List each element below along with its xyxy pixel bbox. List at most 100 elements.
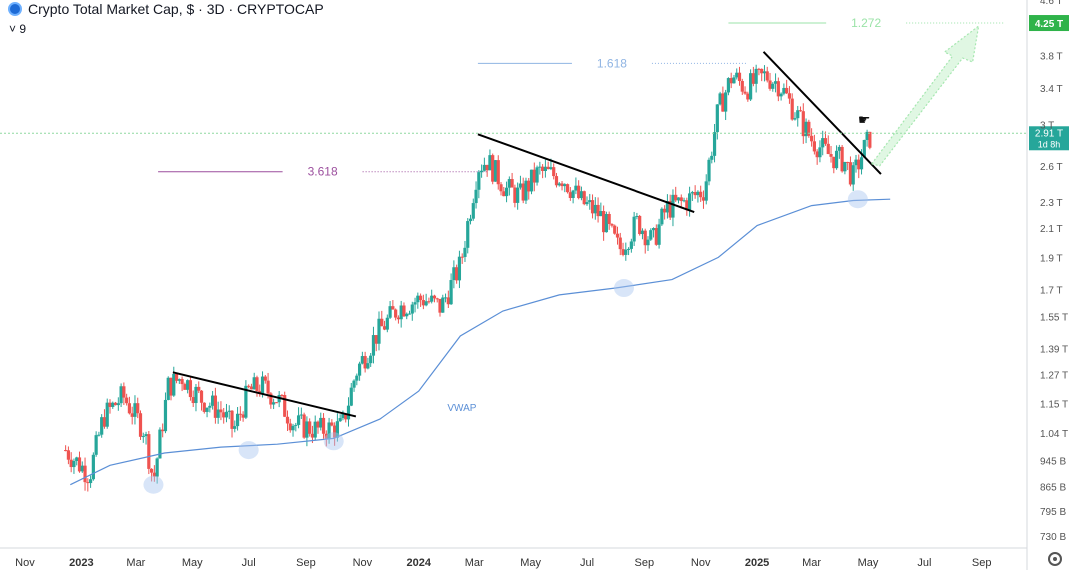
candle-body — [75, 457, 79, 461]
candlestick-series — [64, 64, 872, 492]
candle-body — [638, 215, 642, 235]
vwap-label: VWAP — [447, 403, 476, 414]
settings-gear-icon[interactable] — [1048, 552, 1062, 566]
candle-body — [166, 377, 170, 400]
candle-body — [418, 295, 423, 301]
candle-body — [388, 306, 392, 318]
candle-body — [360, 356, 364, 364]
trendline — [477, 133, 695, 213]
candle-body — [100, 417, 104, 435]
cryptocap-logo-icon — [8, 2, 22, 16]
candle-body — [629, 241, 633, 249]
candle-body — [485, 164, 489, 171]
vwap-touch-highlight — [847, 190, 868, 209]
candle-body — [810, 135, 814, 142]
candle-body — [369, 355, 373, 364]
candle-body — [183, 384, 187, 390]
candle-body — [823, 138, 828, 144]
candle-body — [341, 413, 345, 419]
candle-body — [649, 230, 653, 240]
candle-body — [640, 230, 645, 235]
y-tick-label: 3 T — [1040, 120, 1054, 131]
candle-body — [610, 224, 614, 226]
candle-body — [313, 421, 317, 438]
x-tick-label: Nov — [15, 557, 35, 569]
candle-body — [296, 415, 301, 425]
candle-body — [330, 422, 334, 426]
y-tick-label: 1.9 T — [1040, 253, 1063, 264]
candle-body — [821, 138, 825, 148]
candle-body — [488, 155, 492, 171]
candle-body — [710, 155, 714, 160]
candle-body — [269, 393, 273, 405]
candle-body — [843, 161, 847, 172]
candle-body — [704, 181, 708, 201]
candle-body — [305, 421, 309, 438]
candle-body — [230, 410, 234, 429]
candle-body — [732, 77, 736, 84]
y-tick-label: 730 B — [1040, 532, 1066, 543]
candle-body — [321, 417, 326, 434]
candle-body — [366, 363, 370, 369]
trendline — [762, 51, 882, 175]
candle-body — [507, 179, 511, 188]
candle-body — [327, 422, 331, 440]
x-tick-label: Mar — [465, 557, 484, 569]
candle-body — [782, 87, 786, 94]
candle-body — [524, 180, 528, 201]
candle-body — [735, 72, 739, 78]
candle-body — [812, 141, 816, 152]
candle-body — [721, 93, 725, 112]
candle-body — [787, 93, 792, 99]
candle-body — [260, 376, 265, 395]
candle-body — [302, 414, 306, 438]
candle-body — [180, 379, 184, 385]
candle-body — [482, 164, 486, 171]
candle-body — [701, 197, 706, 201]
candle-body — [818, 147, 822, 158]
candle-body — [726, 78, 731, 93]
candle-body — [371, 335, 376, 356]
candle-body — [543, 166, 547, 171]
y-tick-label: 1.7 T — [1040, 286, 1063, 297]
y-tick-label: 2.6 T — [1040, 162, 1063, 173]
candle-body — [308, 421, 312, 434]
candle-body — [208, 405, 212, 408]
indicator-count[interactable]: ˅ 9 — [9, 22, 27, 36]
candle-body — [377, 318, 381, 344]
x-tick-label: Mar — [126, 557, 145, 569]
candle-body — [607, 213, 611, 225]
candle-body — [496, 160, 500, 185]
candle-body — [854, 159, 858, 166]
candle-body — [122, 386, 126, 398]
candle-body — [247, 385, 251, 387]
candle-body — [272, 402, 276, 405]
candle-body — [113, 402, 118, 406]
candle-body — [385, 317, 389, 330]
candle-body — [862, 139, 866, 158]
candle-body — [832, 156, 836, 169]
candle-body — [712, 132, 717, 156]
candle-body — [632, 216, 636, 242]
candle-body — [779, 93, 783, 97]
candle-body — [407, 313, 412, 315]
pointing-hand-icon: ☛ — [858, 112, 871, 128]
candle-body — [86, 482, 90, 484]
candle-body — [746, 93, 750, 100]
candle-body — [97, 434, 101, 436]
candle-body — [590, 200, 595, 214]
candle-body — [380, 318, 384, 327]
candle-body — [651, 228, 656, 231]
candle-body — [158, 429, 162, 459]
candle-body — [743, 91, 747, 94]
indicator-toggle[interactable]: ˅ 9 — [9, 22, 26, 36]
vwap-touch-highlight — [238, 441, 259, 460]
candle-body — [815, 151, 819, 158]
candle-body — [737, 72, 742, 81]
candle-body — [299, 414, 303, 416]
candle-body — [460, 256, 464, 258]
candle-body — [671, 194, 675, 218]
candle-body — [263, 376, 267, 381]
candle-body — [593, 204, 597, 214]
